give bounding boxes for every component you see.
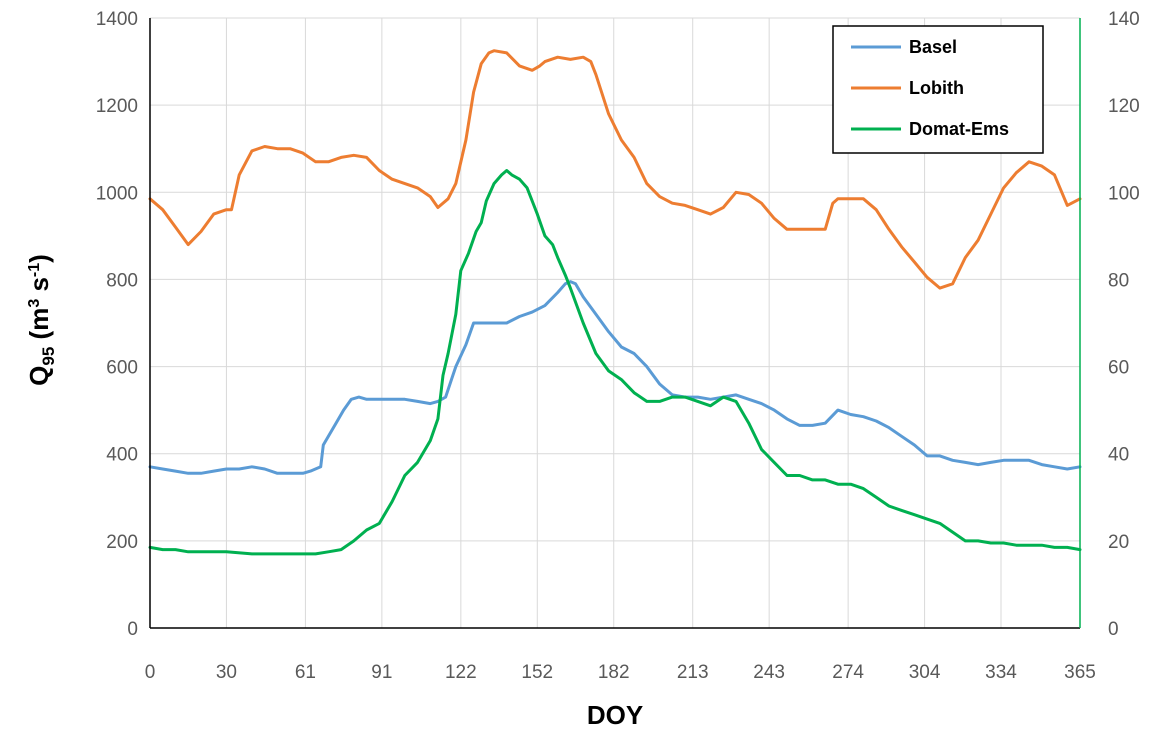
left-y-tick-label: 0 xyxy=(127,619,138,640)
right-y-tick-labels: 0 20 40 60 80 100 120 140 xyxy=(1108,9,1140,640)
x-tick-label: 91 xyxy=(371,662,392,683)
x-tick-label: 0 xyxy=(145,662,156,683)
x-tick-label: 122 xyxy=(445,662,477,683)
x-tick-label: 182 xyxy=(598,662,630,683)
left-y-tick-label: 800 xyxy=(106,270,138,291)
series-line-domat-ems xyxy=(148,169,1082,556)
x-tick-labels: 0 30 61 91 122 152 182 213 243 274 304 334 365 xyxy=(145,662,1096,683)
x-tick-label: 213 xyxy=(677,662,709,683)
right-y-tick-label: 60 xyxy=(1108,358,1129,379)
right-y-tick-label: 80 xyxy=(1108,270,1129,291)
legend: Basel Lobith Domat-Ems xyxy=(832,25,1044,154)
left-y-tick-label: 200 xyxy=(106,532,138,553)
y-axis-title-exp2: -1 xyxy=(26,263,43,277)
y-axis-title-close: ) xyxy=(24,254,54,263)
legend-label-lobith: Lobith xyxy=(909,78,964,98)
y-axis-title-subscript: 95 xyxy=(39,347,58,366)
x-tick-label: 365 xyxy=(1064,662,1096,683)
x-tick-label: 61 xyxy=(295,662,316,683)
y-axis-title-main: Q xyxy=(24,366,54,386)
left-y-tick-label: 600 xyxy=(106,358,138,379)
x-tick-label: 274 xyxy=(832,662,864,683)
right-y-tick-label: 100 xyxy=(1108,183,1140,204)
legend-label-domat-ems: Domat-Ems xyxy=(909,119,1009,139)
x-tick-label: 243 xyxy=(753,662,785,683)
legend-label-basel: Basel xyxy=(909,37,957,57)
right-y-tick-label: 20 xyxy=(1108,532,1129,553)
left-y-tick-label: 400 xyxy=(106,445,138,466)
right-y-tick-label: 0 xyxy=(1108,619,1119,640)
x-tick-label: 30 xyxy=(216,662,237,683)
x-tick-label: 152 xyxy=(521,662,553,683)
axes xyxy=(149,18,1081,629)
y-axis-title-unit-s: s xyxy=(24,277,54,299)
y-axis-title: Q95 (m3 s-1) xyxy=(24,254,58,386)
left-y-tick-label: 1400 xyxy=(96,9,138,30)
y-axis-title-unit: (m xyxy=(24,308,54,347)
left-y-tick-label: 1000 xyxy=(96,183,138,204)
series-line-lobith xyxy=(148,49,1082,290)
y-axis-title-exp1: 3 xyxy=(26,299,43,308)
series-line-basel xyxy=(148,280,1082,475)
left-y-tick-label: 1200 xyxy=(96,96,138,117)
right-y-tick-label: 140 xyxy=(1108,9,1140,30)
series-lines xyxy=(148,49,1082,556)
right-y-tick-label: 120 xyxy=(1108,96,1140,117)
x-axis-title: DOY xyxy=(587,700,643,730)
right-y-tick-label: 40 xyxy=(1108,445,1129,466)
x-tick-label: 334 xyxy=(985,662,1017,683)
left-y-tick-labels: 0 200 400 600 800 1000 1200 1400 xyxy=(96,9,138,640)
x-tick-label: 304 xyxy=(909,662,941,683)
